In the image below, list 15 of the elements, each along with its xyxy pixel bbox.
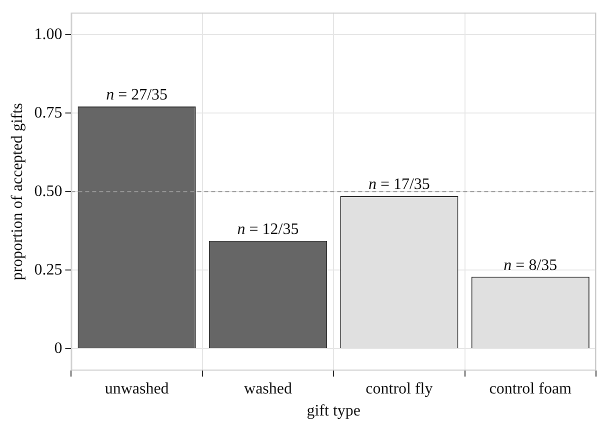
data-label: n = 27/35 xyxy=(106,86,168,104)
y-tick-label: 0.50 xyxy=(34,182,62,200)
x-tick-label: control fly xyxy=(366,380,433,398)
x-tick-label: unwashed xyxy=(104,380,169,398)
x-tick-label: control foam xyxy=(489,380,572,398)
data-label: n = 12/35 xyxy=(237,221,299,238)
y-axis-title: proportion of accepted gifts xyxy=(8,102,26,280)
y-tick-label: 0 xyxy=(54,340,62,357)
y-tick-label: 0.75 xyxy=(34,104,62,122)
data-label: n = 17/35 xyxy=(368,176,430,194)
y-tick-label: 0.25 xyxy=(34,261,62,278)
y-tick-label: 1.00 xyxy=(34,26,62,43)
x-tick-label: washed xyxy=(244,380,292,398)
data-label: n = 8/35 xyxy=(504,256,558,274)
x-axis-title: gift type xyxy=(306,402,360,420)
